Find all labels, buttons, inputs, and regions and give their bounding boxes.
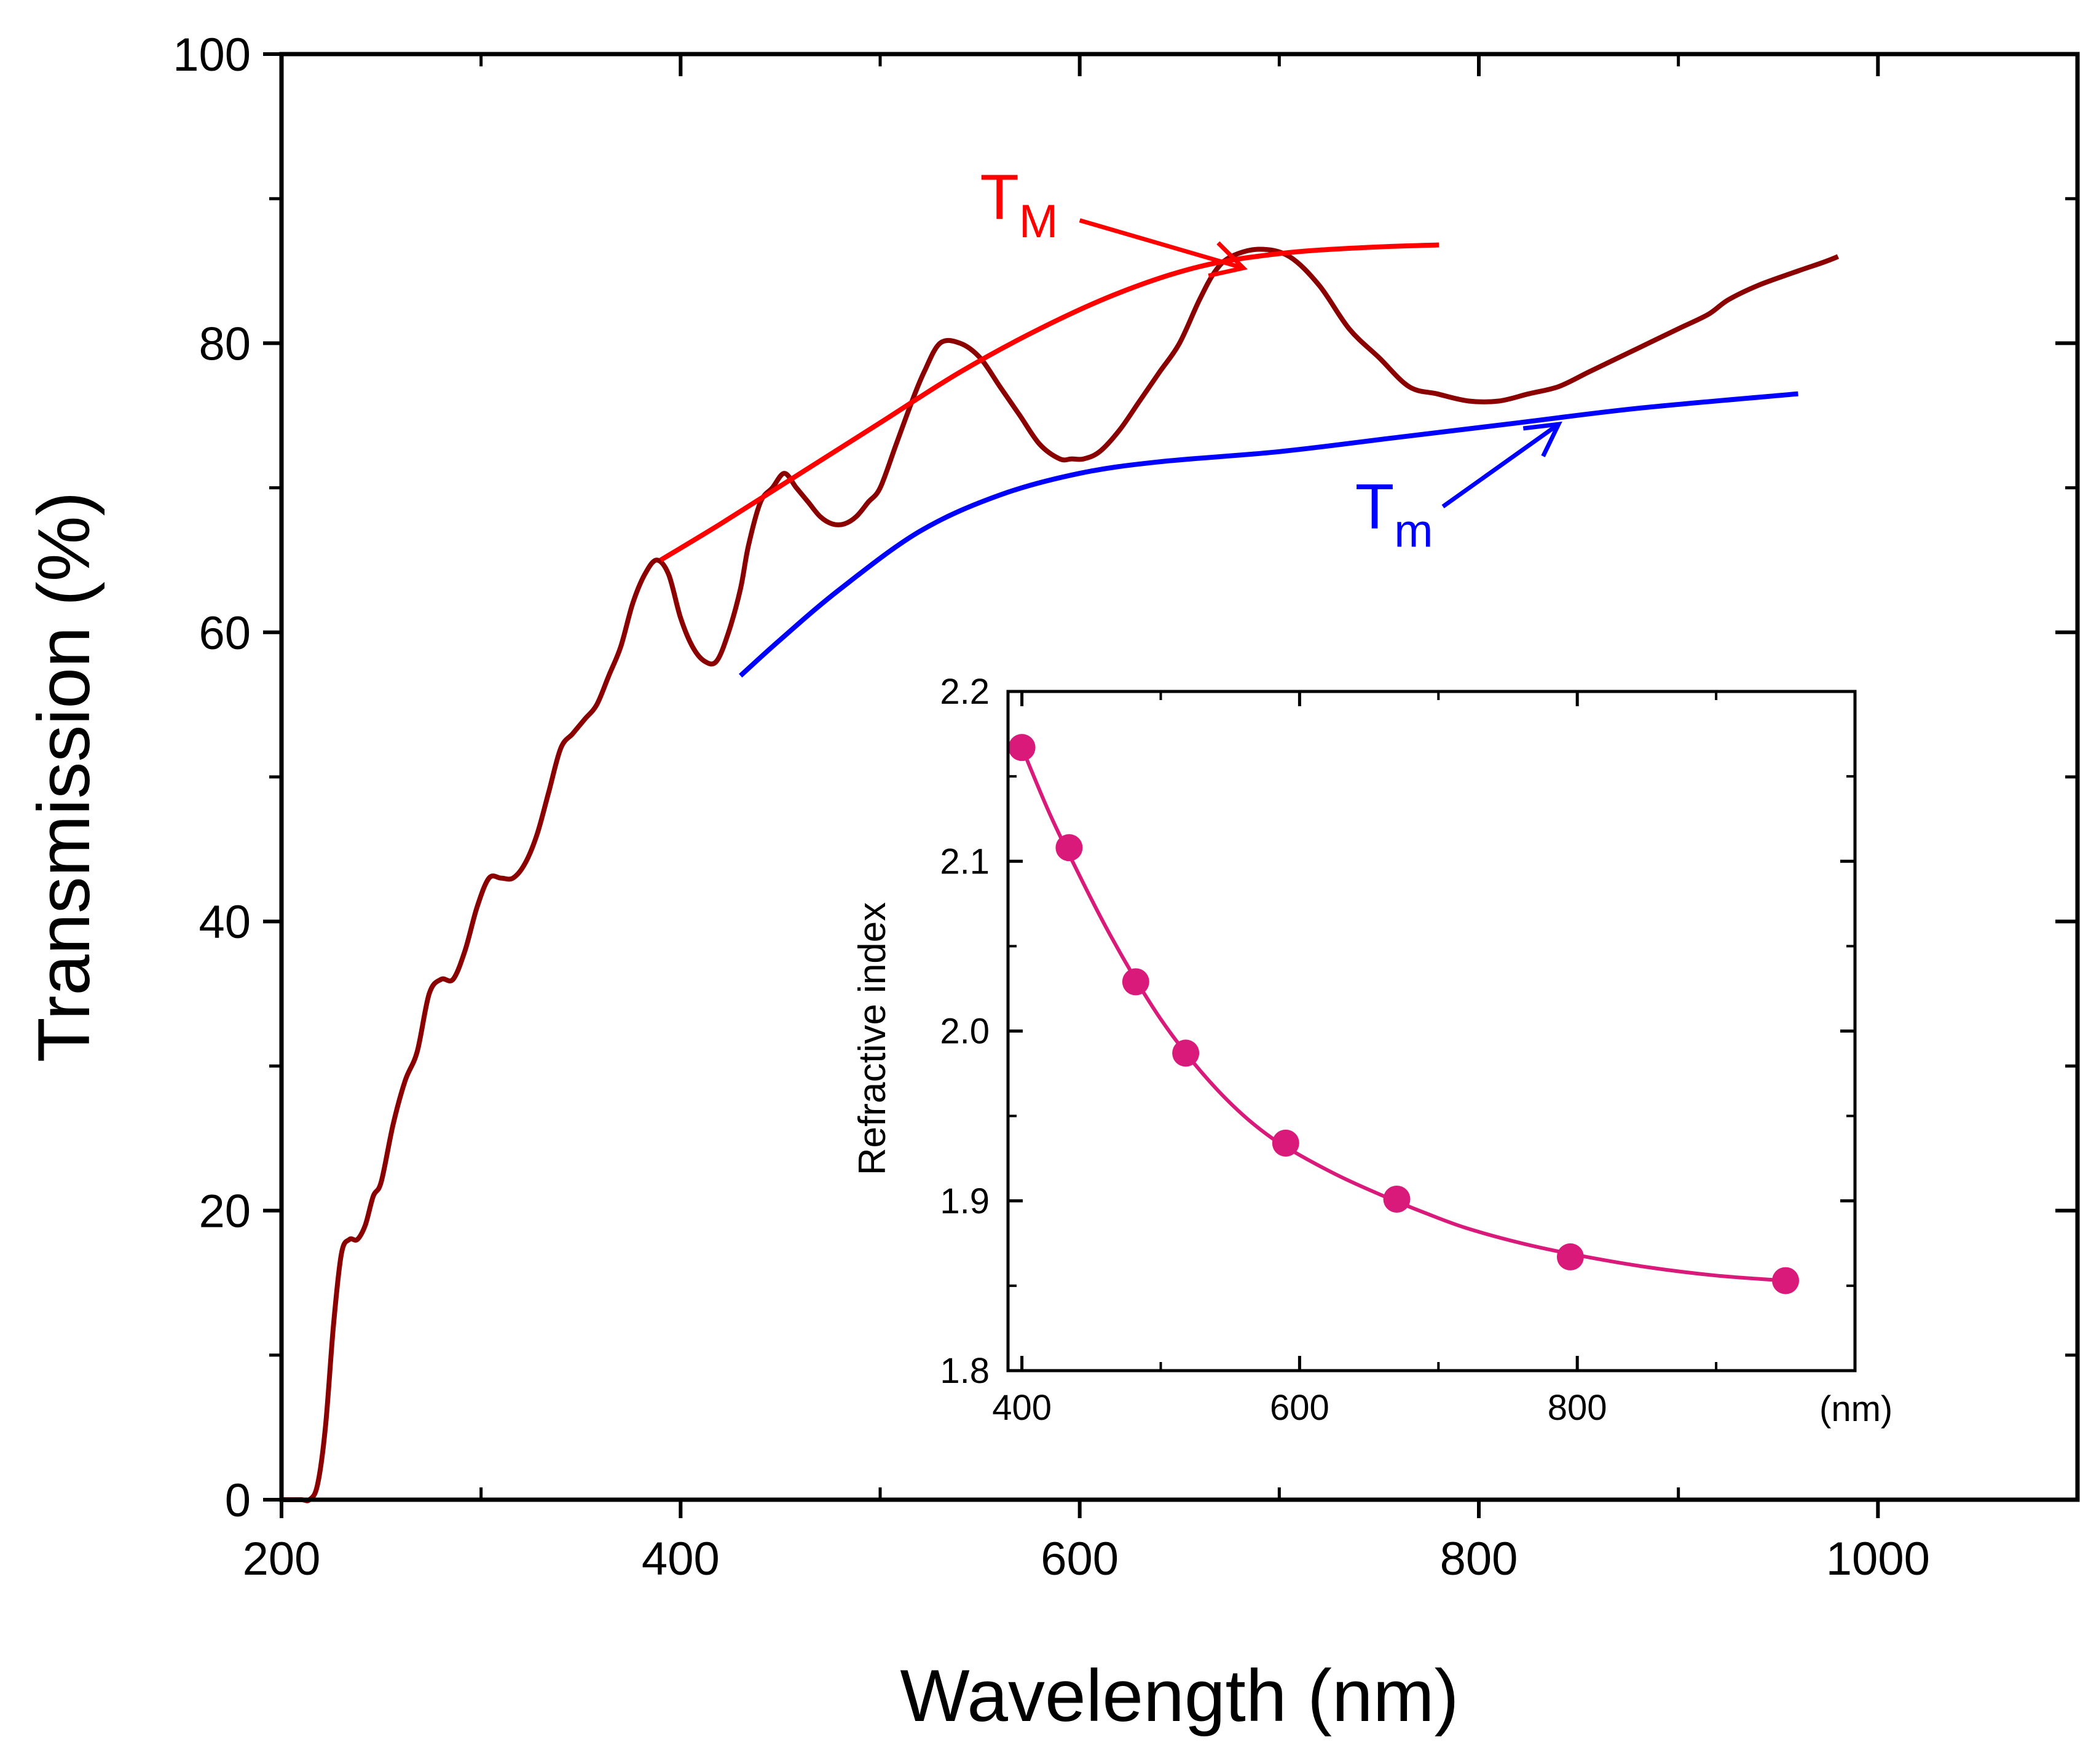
y-tick-label: 0 xyxy=(225,1475,251,1527)
tm-min-arrow-line xyxy=(1441,422,1560,509)
tm-max-envelope xyxy=(659,242,1439,562)
y-tick-label: 60 xyxy=(199,607,251,660)
inset-x-tick-label: 600 xyxy=(1270,1388,1329,1428)
tm-min-envelope xyxy=(739,391,1798,678)
inset-y-tick-label: 2.2 xyxy=(940,672,990,712)
inset-x-tick-label: 400 xyxy=(992,1388,1052,1428)
tm-max-label-main: T xyxy=(980,162,1019,233)
inset-points-group xyxy=(1008,734,1800,1294)
x-axis-title: Wavelength (nm) xyxy=(900,1655,1459,1737)
inset-data-point xyxy=(1008,734,1036,762)
inset-x-unit-label: (nm) xyxy=(1819,1389,1892,1429)
tm-max-label-sub: M xyxy=(1019,195,1058,248)
x-tick-label: 400 xyxy=(642,1533,720,1585)
tm-min-label-main: T xyxy=(1355,471,1395,542)
main-plot-frame xyxy=(279,52,2080,1502)
inset-background xyxy=(1008,691,1855,1371)
x-tick-label: 200 xyxy=(243,1533,321,1585)
inset-plot-frame xyxy=(1006,690,1857,1372)
y-tick-label: 80 xyxy=(199,318,251,370)
inset-y-tick-label: 1.8 xyxy=(940,1351,990,1391)
inset-data-point xyxy=(1055,834,1083,862)
inset-chart: 400 600 800 1.8 1.9 2.0 2.1 2.2 (nm) Refractive… xyxy=(851,672,1892,1429)
transmission-curve xyxy=(282,246,1840,1503)
inset-y-axis-title: Refractive index xyxy=(851,902,894,1176)
tm-max-label: TM xyxy=(980,162,1058,248)
inset-data-point xyxy=(1122,968,1149,996)
inset-data-point xyxy=(1772,1267,1800,1294)
tm-max-arrow-head xyxy=(1208,241,1248,278)
inset-y-tick-label: 1.9 xyxy=(940,1181,990,1221)
inset-y-tick-label: 2.0 xyxy=(940,1012,990,1052)
y-tick-label: 20 xyxy=(199,1186,251,1238)
y-tick-label: 100 xyxy=(173,29,251,81)
inset-x-tick-label: 800 xyxy=(1548,1388,1607,1428)
inset-axis-ticks: 400 600 800 1.8 1.9 2.0 2.1 2.2 xyxy=(940,672,1855,1428)
main-series-group xyxy=(282,242,1840,1503)
x-tick-label: 1000 xyxy=(1826,1533,1930,1585)
tm-min-label-sub: m xyxy=(1394,505,1433,557)
tm-min-label: Tm xyxy=(1355,471,1433,557)
y-axis-title: Transmission (%) xyxy=(23,491,105,1062)
x-tick-label: 800 xyxy=(1440,1533,1518,1585)
annotation-group: TM Tm xyxy=(980,162,1562,557)
tm-max-arrow-line xyxy=(1079,218,1244,270)
inset-data-point xyxy=(1172,1039,1200,1067)
inset-data-point xyxy=(1272,1129,1299,1157)
main-axis-ticks: 200 400 600 800 1000 0 20 40 60 80 100 xyxy=(173,29,2077,1585)
y-tick-label: 40 xyxy=(199,896,251,948)
tm-min-arrow-head xyxy=(1522,421,1562,457)
inset-data-point xyxy=(1383,1185,1411,1213)
inset-data-point xyxy=(1556,1243,1584,1270)
inset-y-tick-label: 2.1 xyxy=(940,841,990,881)
x-tick-label: 600 xyxy=(1041,1533,1119,1585)
